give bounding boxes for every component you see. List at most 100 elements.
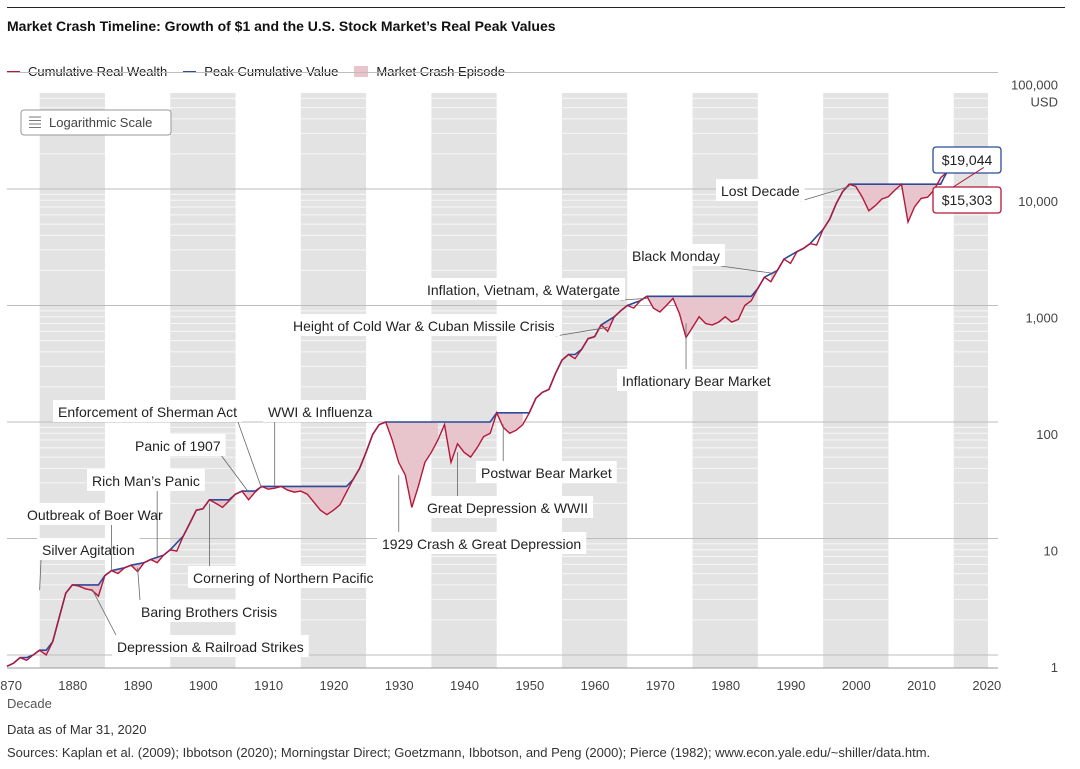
gridlines	[7, 72, 998, 656]
crash-episode-area	[496, 412, 523, 434]
annotation-box	[188, 566, 379, 588]
log-scale-button-frame[interactable]	[20, 109, 172, 136]
annotation-leader	[720, 265, 771, 274]
decade-band	[823, 93, 889, 668]
y-axis-unit: USD	[1031, 95, 1058, 110]
annotation: Inflationary Bear Market	[617, 323, 776, 391]
legend-peak-swatch	[183, 70, 197, 73]
annotation: Lost Decade	[716, 179, 850, 202]
x-tick-label: 1980	[711, 678, 740, 693]
annotation-label: Height of Cold War & Cuban Missile Crisi…	[293, 318, 555, 334]
annotation-label: Depression & Railroad Strikes	[117, 639, 304, 655]
legend-crash-label: Market Crash Episode	[376, 64, 506, 79]
annotation-box	[288, 314, 560, 336]
annotation: Baring Brothers Crisis	[136, 567, 283, 622]
annotation-box	[263, 400, 378, 422]
legend-wealth-swatch	[7, 70, 20, 73]
decade-band	[431, 93, 497, 668]
annotation-label: Cornering of Northern Pacific	[193, 570, 374, 586]
annotation: Depression & Railroad Strikes	[91, 588, 309, 657]
legend-crash-swatch	[354, 66, 369, 77]
annotation-leader	[137, 567, 141, 601]
annotation-box	[476, 461, 617, 483]
end-value-labels: $19,044 $15,303	[932, 146, 1002, 214]
annotation-box	[130, 434, 226, 456]
log-scale-button-label[interactable]: Logarithmic Scale	[49, 115, 152, 130]
annotation-label: Baring Brothers Crisis	[141, 604, 277, 620]
annotation-leader	[620, 298, 647, 301]
annotation-label: Silver Agitation	[42, 542, 135, 558]
crash-episode-area	[385, 422, 438, 508]
legend: Cumulative Real Wealth Peak Cumulative V…	[7, 64, 521, 79]
end-value-label: $19,044	[932, 146, 1002, 174]
x-tick-label: 1890	[124, 678, 153, 693]
y-tick-label: 1,000	[1025, 311, 1058, 326]
end-label-value: $15,303	[942, 192, 993, 208]
annotation: Cornering of Northern Pacific	[188, 503, 379, 588]
decade-bands	[39, 93, 988, 668]
crash-episode-area	[209, 494, 236, 508]
annotation-label: Enforcement of Sherman Act	[58, 404, 237, 420]
legend-item-crash: Market Crash Episode	[354, 64, 505, 79]
annotation-box	[22, 503, 168, 525]
crash-episode-area	[444, 422, 491, 463]
annotation: Panic of 1907	[130, 434, 249, 493]
crash-episode-area	[679, 296, 752, 338]
annotation: Rich Man’s Panic	[87, 469, 205, 557]
crash-episodes	[26, 177, 941, 661]
annotation-box	[422, 278, 625, 300]
annotation: Enforcement of Sherman Act	[53, 400, 263, 489]
annotation-label: Great Depression & WWII	[427, 500, 588, 516]
log-scale-button[interactable]: Logarithmic Scale	[20, 109, 172, 136]
y-tick-label: 100,000	[1011, 78, 1058, 93]
annotation-box	[53, 400, 242, 422]
x-tick-label: 1960	[581, 678, 610, 693]
y-tick-label: 1	[1051, 660, 1058, 675]
annotation-box	[627, 244, 725, 266]
y-tick-label: 10,000	[1018, 194, 1058, 209]
y-tick-label: 10	[1044, 544, 1058, 559]
x-tick-label: 1900	[189, 678, 218, 693]
series-lines	[6, 155, 989, 668]
annotation-box	[87, 469, 205, 491]
legend-item-wealth: Cumulative Real Wealth	[7, 64, 167, 79]
annotation: WWI & Influenza	[263, 400, 378, 487]
x-tick-label: 1930	[385, 678, 414, 693]
annotation-box	[617, 369, 776, 391]
annotation-label: 1929 Crash & Great Depression	[382, 536, 581, 552]
annotation-box	[136, 600, 283, 622]
top-rule	[7, 7, 1065, 8]
annotation-leader	[555, 326, 608, 337]
annotation-label: Panic of 1907	[135, 438, 221, 454]
legend-peak-label: Peak Cumulative Value	[204, 64, 339, 79]
x-tick-label: 1950	[515, 678, 544, 693]
x-tick-label: 1970	[646, 678, 675, 693]
annotation-label: Outbreak of Boer War	[27, 507, 163, 523]
annotation-box	[37, 538, 140, 560]
annotation-label: WWI & Influenza	[268, 404, 372, 420]
data-as-of: Data as of Mar 31, 2020	[7, 722, 147, 737]
annotation-label: Inflationary Bear Market	[622, 373, 771, 389]
annotation: Great Depression & WWII	[422, 452, 594, 518]
decade-band	[39, 93, 105, 668]
axes: 1870 1880 1890 1900 1910 1920 1930 1940 1950 1960…	[0, 78, 1058, 712]
end-label-box	[932, 186, 1002, 214]
crash-episode-area	[849, 177, 941, 223]
annotation-leader	[39, 559, 42, 591]
crash-episode-area	[268, 486, 347, 515]
legend-wealth-label: Cumulative Real Wealth	[28, 64, 168, 79]
annotation-label: Inflation, Vietnam, & Watergate	[427, 282, 620, 298]
annotation-box	[377, 532, 587, 554]
x-tick-label: 1940	[450, 678, 479, 693]
x-tick-label: 2010	[907, 678, 936, 693]
y-tick-label: 100	[1036, 427, 1058, 442]
end-label-value: $19,044	[942, 152, 993, 168]
crash-episode-area	[646, 296, 680, 314]
annotation: 1929 Crash & Great Depression	[377, 475, 587, 554]
annotation-label: Black Monday	[632, 248, 720, 264]
decade-band	[953, 93, 988, 668]
annotation: Inflation, Vietnam, & Watergate	[422, 278, 647, 301]
annotation-box	[422, 496, 594, 518]
lines-icon	[29, 116, 41, 128]
